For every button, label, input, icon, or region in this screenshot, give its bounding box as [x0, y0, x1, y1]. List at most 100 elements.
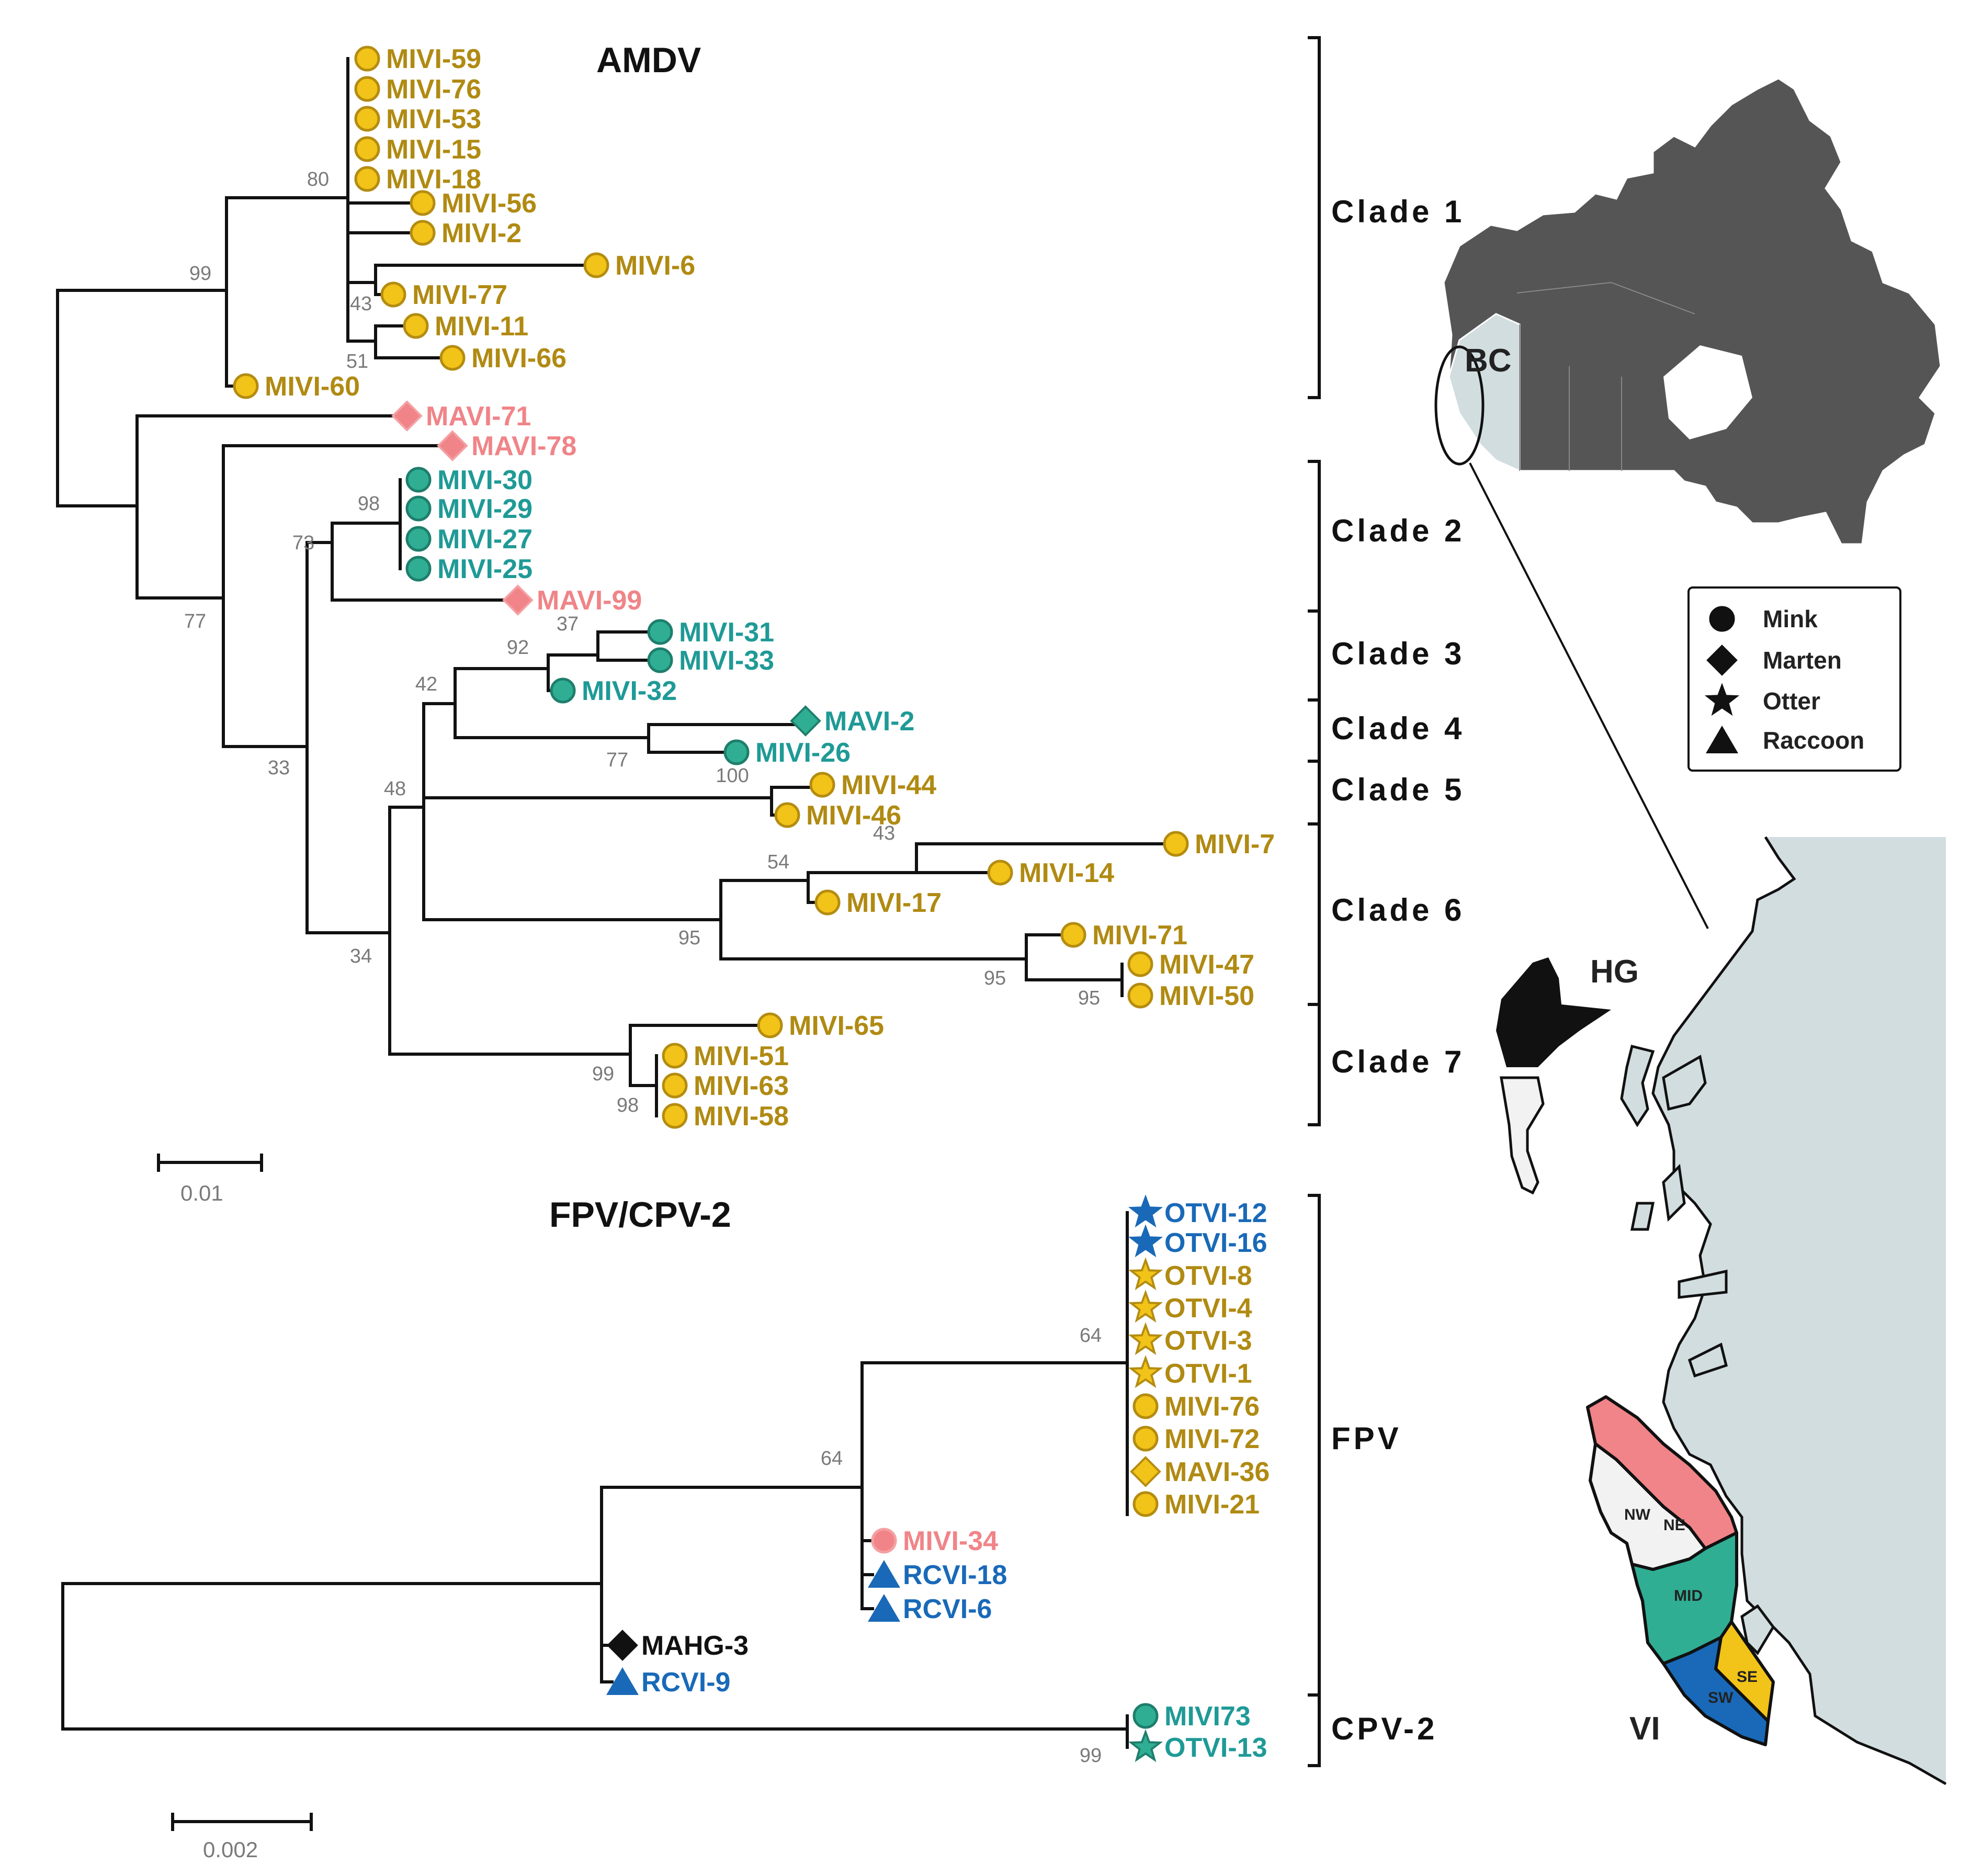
- fpv-scale-bar: 0.002: [171, 1813, 313, 1862]
- vancouver-island: [1586, 1395, 1775, 1746]
- fpv-tip-label: OTVI-3: [1164, 1326, 1252, 1356]
- haida-gwaii-south: [1500, 1076, 1545, 1195]
- amdv-clade-brackets: [1308, 36, 1321, 1126]
- amdv-tip-label: MIVI-7: [1195, 829, 1275, 860]
- amdv-bootstrap-value: 99: [592, 1063, 614, 1085]
- fpv-tip-label: MAHG-3: [641, 1631, 749, 1661]
- fpv-tip-triangle-icon: [868, 1594, 900, 1622]
- amdv-tip-circle-icon: [662, 1103, 688, 1129]
- amdv-bootstrap-value: 92: [507, 637, 529, 659]
- legend-label: Raccoon: [1763, 727, 1864, 754]
- fpv-tip-diamond-icon: [607, 1630, 638, 1661]
- amdv-tip-label: MIVI-6: [615, 251, 695, 281]
- fpv-bootstrap-value: 99: [1080, 1745, 1102, 1767]
- amdv-bootstrap-value: 73: [292, 532, 314, 554]
- amdv-tip-label: MIVI-18: [386, 164, 481, 195]
- region-nw-label: NW: [1624, 1506, 1651, 1523]
- vi-label: VI: [1629, 1711, 1660, 1747]
- fpv-tip-label: MIVI-21: [1164, 1489, 1260, 1520]
- amdv-bootstrap-value: 98: [358, 493, 380, 515]
- amdv-tip-circle-icon: [662, 1072, 688, 1099]
- fpv-tip-star-icon: [1128, 1224, 1163, 1258]
- amdv-tip-circle-icon: [647, 647, 673, 673]
- fpv-tip-label: OTVI-1: [1164, 1359, 1252, 1389]
- amdv-tip-circle-icon: [774, 802, 800, 828]
- fpv-tip-circle-icon: [1132, 1703, 1159, 1729]
- amdv-tip-circle-icon: [662, 1043, 688, 1069]
- amdv-tip-label: MIVI-31: [679, 617, 774, 648]
- amdv-tip-circle-icon: [233, 373, 259, 399]
- region-se-label: SE: [1737, 1668, 1758, 1686]
- fpv-scale-label: 0.002: [203, 1837, 258, 1862]
- amdv-tip-circle-icon: [405, 495, 432, 522]
- clade-3-label: Clade 3: [1331, 636, 1465, 671]
- amdv-tip-label: MIVI-44: [841, 770, 936, 800]
- amdv-bootstrap-value: 42: [415, 673, 437, 695]
- hg-label: HG: [1590, 954, 1639, 990]
- fpv-tip-label: MIVI-72: [1164, 1424, 1260, 1454]
- amdv-tip-label: MIVI-71: [1092, 920, 1187, 951]
- fpv-tip-label: OTVI-12: [1164, 1198, 1267, 1228]
- fpv-bootstrap-value: 64: [821, 1448, 843, 1470]
- clade-1-label: Clade 1: [1331, 194, 1465, 229]
- fpv-tip-circle-icon: [1132, 1491, 1159, 1517]
- sea: [1653, 837, 1946, 1784]
- fpv-tree-branches: [61, 1211, 1129, 1749]
- amdv-tip-label: MIVI-2: [441, 218, 522, 248]
- amdv-tip-label: MAVI-71: [426, 401, 531, 432]
- amdv-tip-circle-icon: [814, 889, 841, 916]
- amdv-tip-diamond-icon: [437, 430, 468, 461]
- amdv-bootstrap-value: 98: [617, 1094, 639, 1116]
- amdv-scale-label: 0.01: [180, 1181, 223, 1205]
- fpv-tip-star-icon: [1128, 1729, 1163, 1762]
- amdv-tip-label: MIVI-56: [441, 188, 537, 219]
- amdv-tip-label: MIVI-11: [435, 311, 528, 342]
- fpv-tip-label: OTVI-8: [1164, 1261, 1252, 1291]
- amdv-tip-label: MIVI-15: [386, 134, 481, 165]
- clade-fpv-label: FPV: [1331, 1421, 1402, 1456]
- amdv-tip-label: MIVI-65: [789, 1011, 884, 1041]
- amdv-tip-circle-icon: [1127, 982, 1153, 1009]
- legend-items: Mink Marten Otter Raccoon: [1704, 605, 1864, 754]
- legend-otter-icon: [1704, 683, 1740, 716]
- fpv-tip-triangle-icon: [868, 1560, 900, 1588]
- legend-marten-icon: [1706, 645, 1738, 676]
- amdv-tip-label: MIVI-33: [679, 646, 774, 676]
- amdv-bootstrap-values: 80 99 43 51 98 73 77 37 92 42 77 100 33 48 43 54 95 95 95 3…: [184, 168, 1100, 1116]
- region-ne-label: NE: [1663, 1517, 1685, 1534]
- amdv-tip-diamond-icon: [502, 584, 534, 616]
- amdv-tip-circle-icon: [405, 467, 432, 493]
- amdv-tip-circle-icon: [403, 313, 429, 339]
- amdv-tip-label: MIVI-63: [694, 1071, 789, 1101]
- fpv-tip-star-icon: [1128, 1194, 1163, 1228]
- amdv-tip-label: MAVI-2: [824, 706, 914, 737]
- amdv-bootstrap-value: 33: [268, 757, 290, 779]
- amdv-bootstrap-value: 48: [384, 778, 406, 800]
- amdv-tip-label: MIVI-46: [806, 800, 901, 831]
- clade-6-label: Clade 6: [1331, 892, 1465, 928]
- canada-mainland: [1443, 77, 1942, 545]
- clade-4-label: Clade 4: [1331, 711, 1465, 746]
- amdv-bootstrap-value: 43: [350, 293, 372, 315]
- amdv-bootstrap-value: 37: [557, 613, 579, 635]
- fpv-tip-circle-icon: [1132, 1393, 1159, 1419]
- fpv-tip-label: RCVI-6: [903, 1594, 992, 1624]
- amdv-bootstrap-value: 95: [1078, 987, 1100, 1009]
- fpv-tip-label: RCVI-9: [641, 1667, 730, 1698]
- fpv-tips: OTVI-12OTVI-16OTVI-8OTVI-4OTVI-3OTVI-1MI…: [606, 1194, 1270, 1763]
- amdv-tip-circle-icon: [809, 772, 835, 798]
- fpv-tip-label: RCVI-18: [903, 1560, 1007, 1590]
- amdv-tip-circle-icon: [723, 739, 750, 765]
- amdv-tip-circle-icon: [354, 166, 380, 192]
- amdv-tip-circle-icon: [1127, 951, 1153, 977]
- species-legend: Mink Marten Otter Raccoon: [1687, 586, 1901, 772]
- fpv-clade-labels: FPV CPV-2: [1331, 1421, 1434, 1746]
- fpv-clade-brackets: [1308, 1194, 1321, 1767]
- amdv-tip-circle-icon: [405, 526, 432, 552]
- amdv-tip-label: MIVI-53: [386, 104, 481, 134]
- amdv-tip-circle-icon: [647, 619, 673, 645]
- amdv-tip-circle-icon: [354, 76, 380, 102]
- amdv-tip-label: MIVI-60: [265, 371, 360, 402]
- region-mid-label: MID: [1674, 1587, 1703, 1604]
